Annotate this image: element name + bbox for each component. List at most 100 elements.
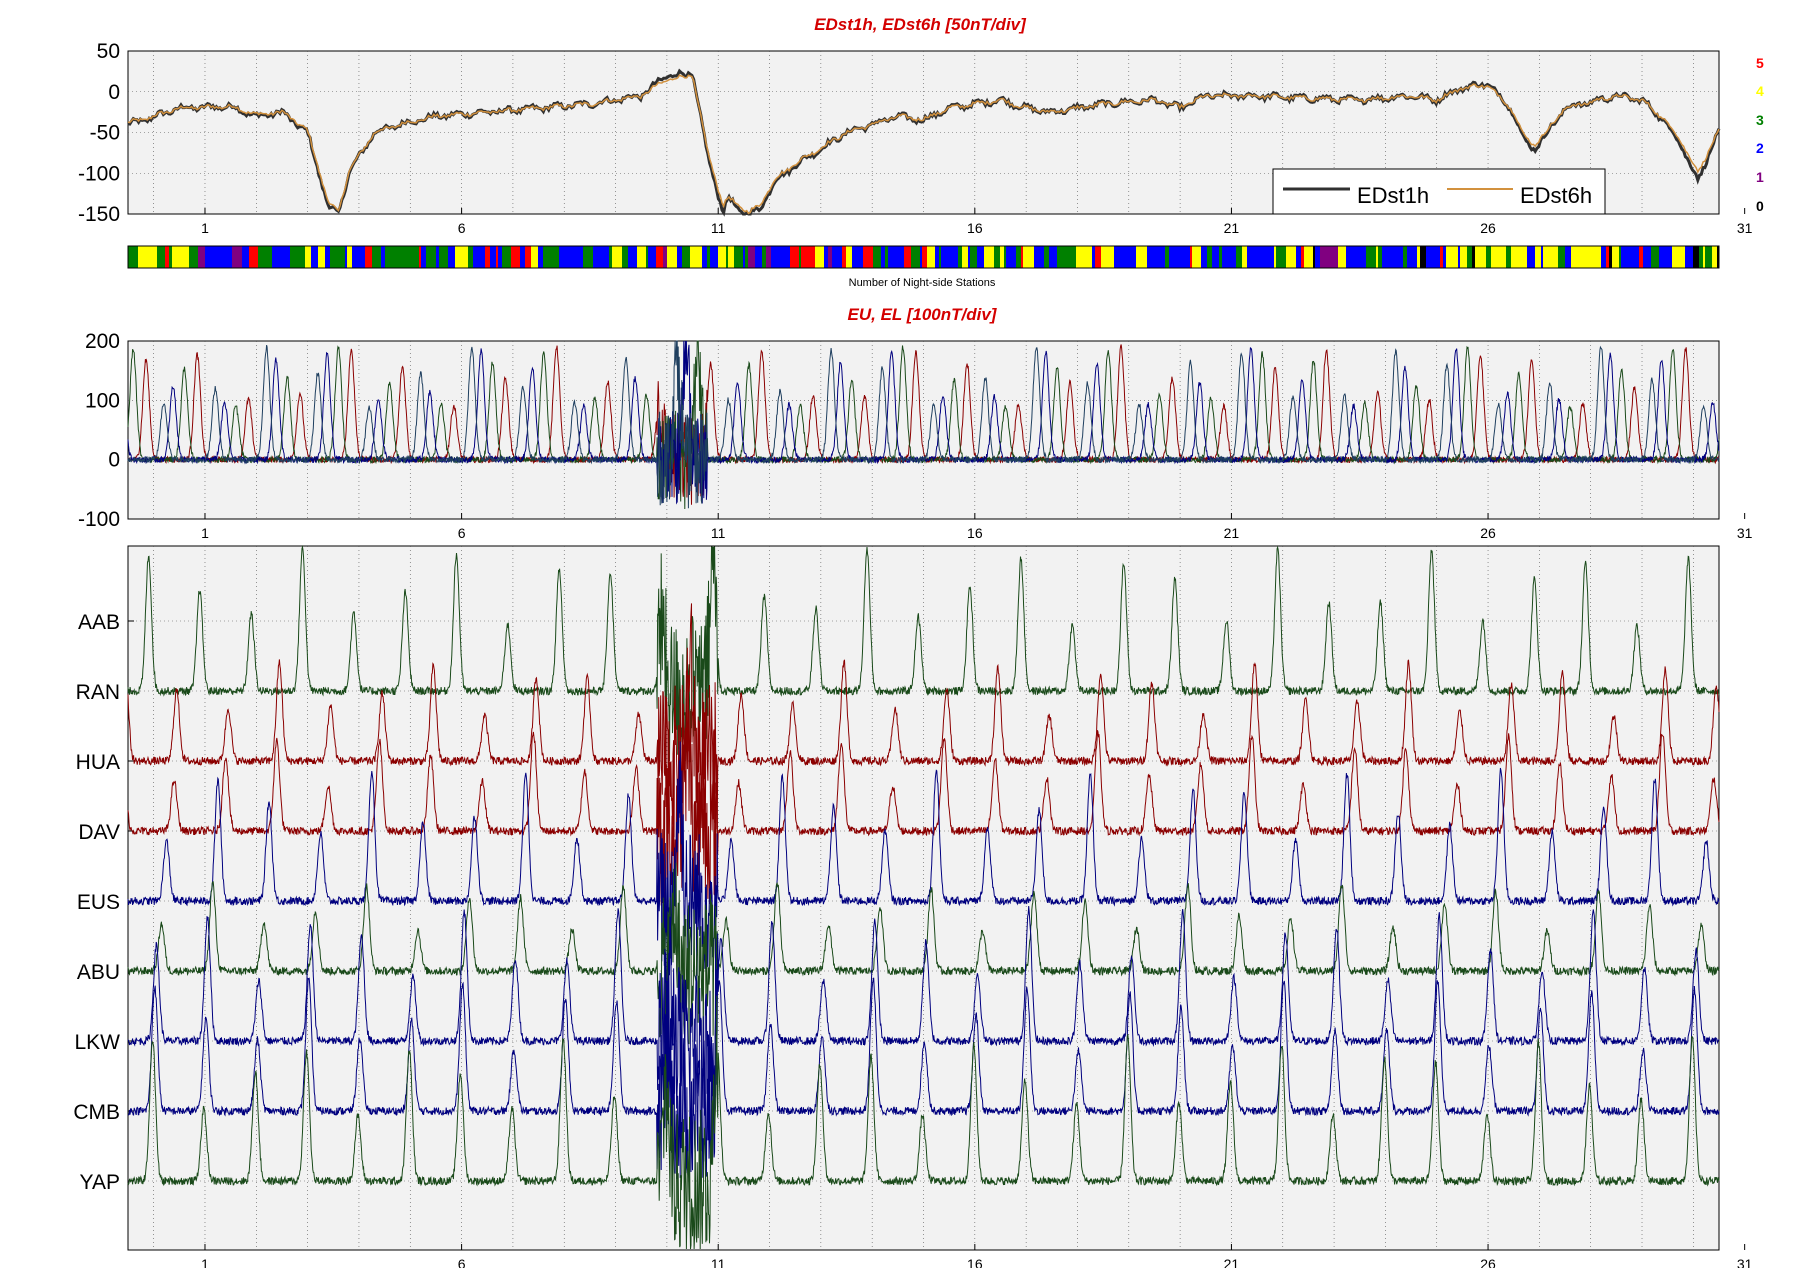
bar-cell — [612, 246, 622, 268]
bar-cell — [1227, 246, 1230, 268]
bar-cell — [172, 246, 179, 268]
bar-cell — [628, 246, 637, 268]
bar-cell — [1527, 246, 1535, 268]
bar-cell — [311, 246, 318, 268]
night-side-stations-bar: Number of Night-side Stations — [127, 245, 1720, 289]
bar-cell — [832, 246, 836, 268]
edst-lines — [127, 68, 1721, 217]
bar-cell — [128, 246, 138, 268]
bar-cell — [538, 246, 543, 268]
bar-cell — [1378, 246, 1382, 268]
bar-cell — [1027, 246, 1034, 268]
bar-cell — [224, 246, 232, 268]
bar-cell — [352, 246, 358, 268]
bar-cell — [159, 246, 163, 268]
eu-el-trace — [127, 344, 1720, 505]
bar-cell — [1387, 246, 1394, 268]
bar-cell — [189, 246, 193, 268]
bar-cell — [565, 246, 574, 268]
bar-cell — [148, 246, 157, 268]
bar-cell — [1315, 246, 1320, 268]
bar-cell — [1621, 246, 1630, 268]
bar-cell — [468, 246, 473, 268]
bar-cell — [1472, 246, 1475, 268]
station-labels: AAB RAN HUA DAV EUS ABU LKW CMB YAP — [73, 611, 134, 1194]
bar-cell — [1212, 246, 1219, 268]
legend-edst1h-label: EDst1h — [1357, 183, 1429, 208]
station-label: HUA — [76, 751, 120, 774]
bar-cell — [1593, 246, 1601, 268]
bar-cell — [1095, 246, 1101, 268]
station-label: CMB — [73, 1101, 120, 1124]
bar-cell — [622, 246, 626, 268]
bar-cell — [496, 246, 498, 268]
bar-cell — [1499, 246, 1506, 268]
eu-el-trace — [127, 340, 1720, 509]
bar-cell — [1128, 246, 1134, 268]
bar-cell — [1266, 246, 1274, 268]
bar-cell — [1109, 246, 1114, 268]
bar-cell — [710, 246, 718, 268]
bar-cell — [896, 246, 904, 268]
bar-cell — [1676, 246, 1685, 268]
station-count-key: 5 4 3 2 1 0 — [1756, 55, 1764, 214]
bar-cell — [743, 246, 745, 268]
bar-cell — [1076, 246, 1078, 268]
bar-cell — [258, 246, 260, 268]
bar-cell — [1486, 246, 1491, 268]
bar-cell — [702, 246, 707, 268]
y-tick-label: -50 — [90, 122, 120, 145]
bar-cell — [563, 246, 565, 268]
bar-cell — [998, 246, 1000, 268]
bar-cell — [1021, 246, 1023, 268]
bar-cell — [801, 246, 811, 268]
eu-el-title: EU, EL [100nT/div] — [848, 305, 998, 324]
x-tick-label: 1 — [201, 1256, 209, 1268]
bar-cell — [780, 246, 785, 268]
bar-cell — [728, 246, 734, 268]
bar-cell — [888, 246, 896, 268]
station-label: AAB — [78, 611, 120, 634]
bar-cell — [249, 246, 258, 268]
bar-cell — [436, 246, 439, 268]
eu-el-grid — [128, 341, 1719, 519]
bar-cell — [852, 246, 857, 268]
bar-cell — [1134, 246, 1136, 268]
bar-cell — [984, 246, 994, 268]
x-tick-label: 6 — [458, 220, 466, 236]
station-label: DAV — [78, 821, 120, 844]
bar-cell — [1543, 246, 1551, 268]
bar-cell — [455, 246, 461, 268]
bar-cell — [372, 246, 381, 268]
bar-cell — [1685, 246, 1693, 268]
station-label: YAP — [80, 1171, 120, 1194]
bar-cell — [242, 246, 249, 268]
bar-cell — [734, 246, 743, 268]
y-tick-label: 50 — [97, 40, 120, 63]
eu-el-lines — [127, 340, 1720, 510]
bar-cell — [426, 246, 436, 268]
bar-cell — [598, 246, 604, 268]
bar-cell — [531, 246, 538, 268]
bar-cell — [543, 246, 552, 268]
bar-cell — [1440, 246, 1443, 268]
bar-cell — [157, 246, 159, 268]
bar-cell — [771, 246, 780, 268]
bar-cell — [920, 246, 922, 268]
bar-cell — [1057, 246, 1065, 268]
bar-cell — [755, 246, 762, 268]
bar-cell — [290, 246, 297, 268]
bar-cell — [1612, 246, 1619, 268]
bar-cell — [1360, 246, 1366, 268]
bar-cell — [696, 246, 702, 268]
bar-cell — [1346, 246, 1350, 268]
bar-cell — [232, 246, 242, 268]
bar-cell — [1136, 246, 1144, 268]
bar-cell — [280, 246, 290, 268]
bar-cell — [1190, 246, 1192, 268]
bar-cell — [267, 246, 272, 268]
x-tick-label: 26 — [1480, 220, 1496, 236]
bar-cell — [1589, 246, 1593, 268]
bar-cell — [609, 246, 612, 268]
bar-cell — [652, 246, 656, 268]
